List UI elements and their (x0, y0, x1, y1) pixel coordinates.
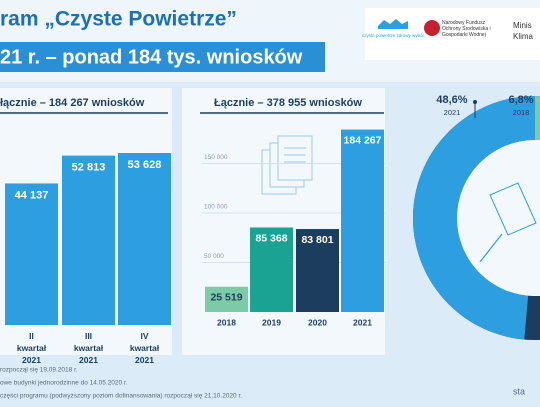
x-tick-label: 2019 (262, 317, 281, 327)
value-label: 85 368 (255, 232, 287, 244)
logo-text-box: Narodowy Fundusz Ochrony Środowiska i Go… (442, 20, 491, 38)
x-tick-label: III kwartał 2021 (73, 331, 104, 365)
logo-text: czyste powietrze zdrowy wybór (362, 33, 425, 38)
value-label: 6,8% (508, 94, 533, 106)
donut-segment (413, 96, 535, 340)
pointer-dot (473, 100, 477, 104)
bar (205, 286, 248, 312)
logo-icon (378, 19, 408, 29)
footnote: rozpoczął się 19.09.2018 r. (0, 367, 78, 374)
subtitle-band (0, 42, 325, 72)
donut-hole (457, 140, 540, 296)
x-tick-label: 2020 (308, 317, 327, 327)
logo-text: Klima (513, 32, 534, 41)
bar (118, 153, 171, 325)
logo-bg (365, 8, 540, 60)
y-tick-label: 150 000 (204, 154, 228, 161)
logo-text: Minis (513, 21, 532, 30)
bar (5, 183, 58, 325)
y-tick-label: 100 000 (204, 204, 228, 211)
bar (341, 129, 384, 312)
value-label: 53 628 (128, 159, 162, 171)
header-subtitle: 21 r. – ponad 184 tys. wniosków (0, 46, 303, 68)
chart-title: Łącznie – 378 955 wniosków (214, 97, 362, 109)
value-label: 48,6% (436, 94, 467, 106)
bar (62, 155, 115, 325)
bar (250, 227, 293, 312)
footnote: części programu (podwyższony poziom dofi… (0, 393, 242, 400)
chart-title: łącznie – 184 267 wniosków (0, 97, 145, 109)
source: sta (513, 386, 525, 396)
category-label: 2021 (444, 108, 461, 117)
document-icon (261, 135, 313, 195)
value-label: 184 267 (344, 134, 382, 146)
x-tick-label: IV kwartał 2021 (129, 331, 160, 365)
logo-icon (424, 20, 440, 36)
document-icon (489, 182, 537, 236)
y-tick-label: 50 000 (204, 253, 224, 260)
value-label: 25 519 (210, 292, 242, 304)
category-label: 2018 (513, 108, 530, 117)
value-label: 83 801 (301, 234, 333, 246)
footnote: owe budynki jednorodzinne do 14.05.2020 … (0, 380, 128, 387)
value-label: 44 137 (15, 189, 49, 201)
donut-segment (535, 96, 540, 141)
header-title: ram „Czyste Powietrze” (0, 8, 237, 31)
x-tick-label: II kwartał 2021 (16, 331, 47, 365)
x-tick-label: 2021 (353, 317, 372, 327)
document-icon (479, 233, 503, 263)
logo-text: Narodowy Fundusz Ochrony Środowiska i Go… (442, 20, 491, 38)
bar (296, 229, 339, 312)
x-tick-label: 2018 (217, 317, 236, 327)
value-label: 52 813 (72, 162, 106, 174)
